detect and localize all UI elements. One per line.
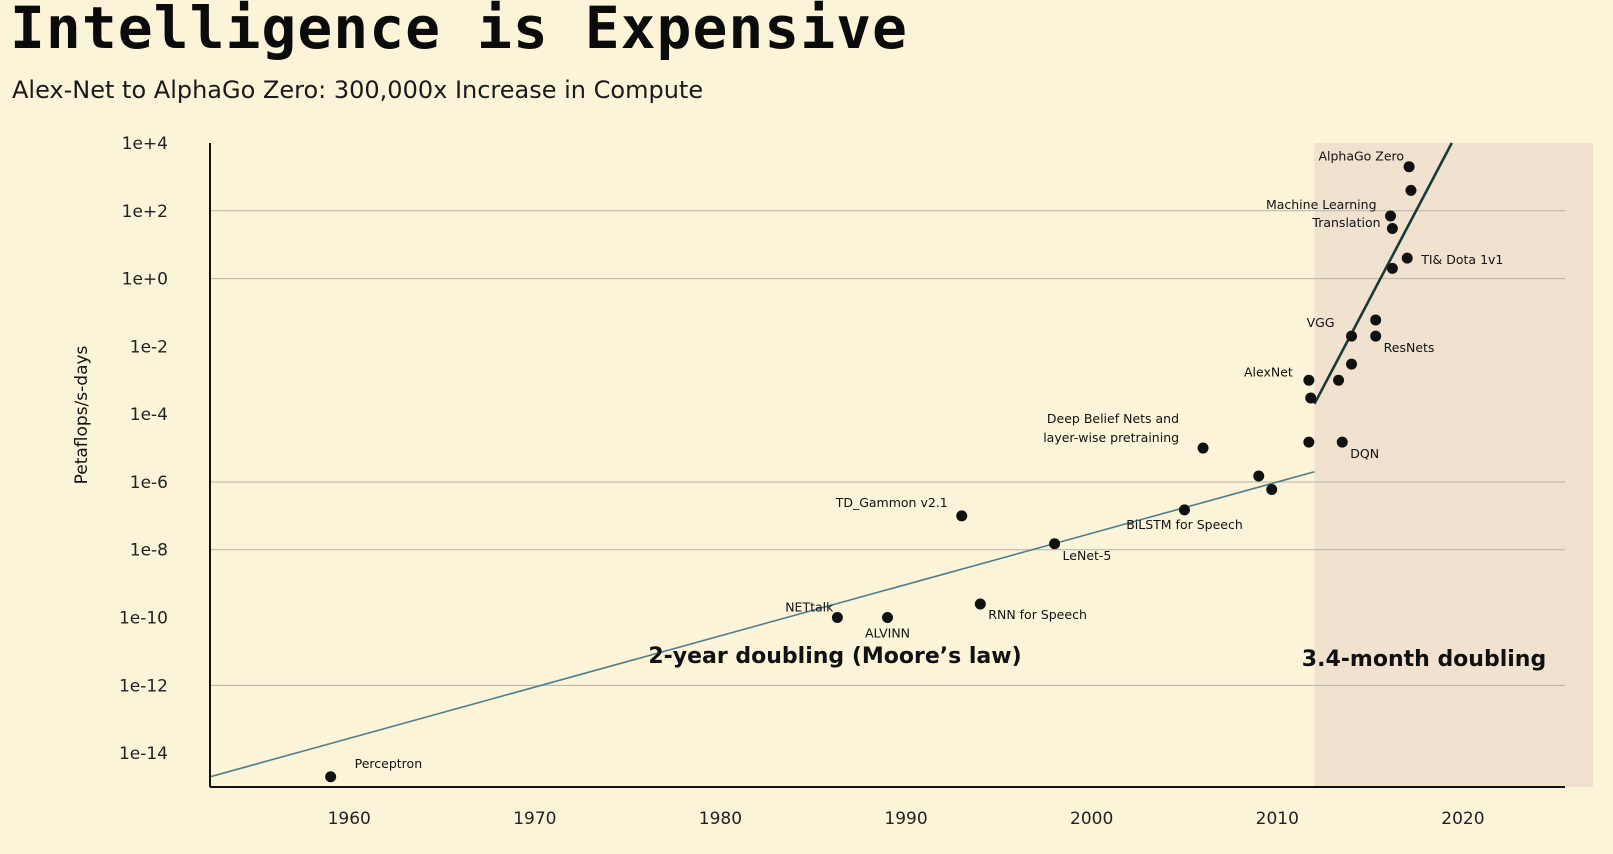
page-subtitle: Alex-Net to AlphaGo Zero: 300,000x Incre… <box>12 76 704 104</box>
data-point <box>1370 330 1382 342</box>
data-point <box>1401 252 1413 264</box>
grid-lines <box>210 210 1565 686</box>
data-point <box>1346 358 1358 370</box>
data-point <box>1303 436 1315 448</box>
point-label: ResNets <box>1384 340 1435 355</box>
y-axis-label: Petaflops/s-days <box>72 345 92 484</box>
trend-lines <box>209 142 1453 778</box>
data-point <box>1385 210 1397 222</box>
y-tick-label: 1e-12 <box>119 676 168 696</box>
point-label: AlphaGo Zero <box>1318 149 1404 164</box>
data-point <box>1305 392 1317 404</box>
data-point <box>1336 436 1348 448</box>
point-label: Machine Learning Translation <box>1266 197 1381 230</box>
x-tick-label: 1990 <box>884 809 927 829</box>
x-tick-label: 2020 <box>1441 809 1484 829</box>
data-point <box>1403 161 1415 173</box>
data-point <box>1405 184 1417 196</box>
point-label: ALVINN <box>865 626 910 641</box>
point-label: TD_Gammon v2.1 <box>835 495 948 510</box>
point-label: AlexNet <box>1244 364 1293 379</box>
y-tick-label: 1e-8 <box>130 541 168 561</box>
data-point <box>1197 442 1209 454</box>
point-label: Perceptron <box>355 756 422 771</box>
point-label: DQN <box>1350 446 1379 461</box>
shaded-region <box>1314 143 1593 787</box>
data-point <box>1266 483 1278 495</box>
y-tick-label: 1e-10 <box>119 609 168 629</box>
data-point <box>1333 374 1345 386</box>
y-tick-label: 1e+2 <box>122 202 168 222</box>
y-tick-label: 1e+4 <box>122 134 168 154</box>
data-points: Perceptron NETtalk ALVINN TD_Gammon v2.1 RNN… <box>325 149 1503 783</box>
point-label: LeNet-5 <box>1063 548 1112 563</box>
point-label: BiLSTM for Speech <box>1126 517 1243 532</box>
annotation-3-4-month: 3.4-month doubling <box>1302 647 1546 672</box>
data-point <box>1253 470 1265 482</box>
axes <box>209 143 1565 788</box>
data-point <box>1386 223 1398 235</box>
point-label: TI& Dota 1v1 <box>1420 252 1503 267</box>
x-tick-labels: 1960 1970 1980 1990 2000 2010 2020 <box>328 809 1485 829</box>
x-tick-label: 2000 <box>1070 809 1113 829</box>
y-tick-label: 1e-6 <box>130 473 168 493</box>
data-point <box>1178 504 1190 516</box>
data-point <box>1049 538 1061 550</box>
point-label: NETtalk <box>785 600 834 615</box>
x-tick-label: 1980 <box>699 809 742 829</box>
point-label: VGG <box>1307 315 1335 330</box>
annotation-moores-law: 2-year doubling (Moore’s law) <box>648 644 1021 669</box>
y-tick-label: 1e-4 <box>130 405 168 425</box>
x-tick-label: 2010 <box>1256 809 1299 829</box>
x-tick-label: 1970 <box>513 809 556 829</box>
data-point <box>1346 330 1358 342</box>
trend-line-moores-law <box>209 470 1315 778</box>
y-tick-label: 1e-14 <box>119 744 168 764</box>
annotations: 2-year doubling (Moore’s law) 3.4-month d… <box>648 644 1546 672</box>
data-point <box>956 510 968 522</box>
data-point <box>325 771 337 783</box>
data-point <box>831 612 843 624</box>
point-label: Deep Belief Nets and layer-wise pretraini… <box>1043 411 1179 445</box>
data-point <box>882 612 893 624</box>
y-tick-labels: 1e+4 1e+2 1e+0 1e-2 1e-4 1e-6 1e-8 1e-10 1e-12 1e… <box>119 134 168 764</box>
data-point <box>1386 262 1398 274</box>
page-title: Intelligence is Expensive <box>10 0 908 62</box>
point-label: RNN for Speech <box>988 607 1087 622</box>
x-tick-label: 1960 <box>328 809 371 829</box>
data-point <box>1303 374 1315 386</box>
trend-line-3-4-month <box>1313 142 1453 405</box>
y-tick-label: 1e+0 <box>122 270 168 290</box>
y-tick-label: 1e-2 <box>130 337 168 357</box>
data-point <box>974 598 986 610</box>
data-point <box>1370 314 1382 326</box>
